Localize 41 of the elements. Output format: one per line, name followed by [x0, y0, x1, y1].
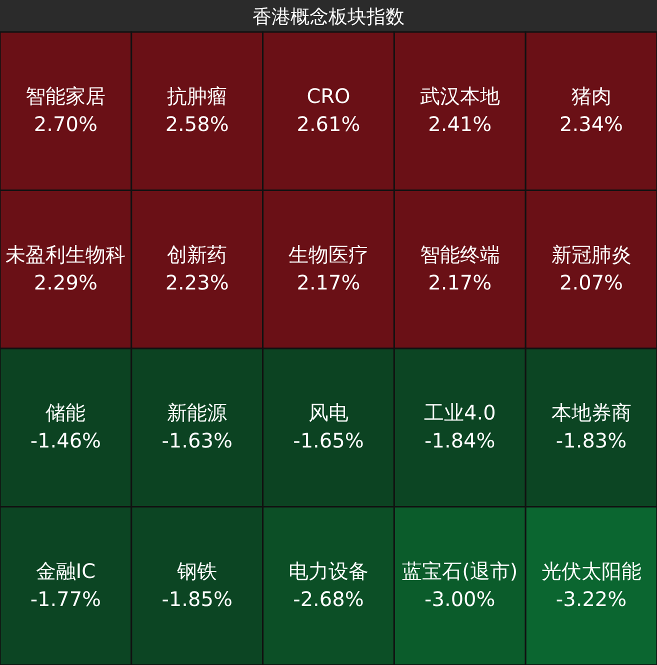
data-label: 2.23%	[165, 270, 229, 294]
data-label: 2.41%	[428, 112, 492, 136]
category-label: 光伏太阳能	[541, 558, 642, 583]
data-label: -3.00%	[424, 586, 496, 611]
data-label: 2.58%	[165, 112, 229, 136]
category-label: 工业4.0	[424, 400, 496, 425]
category-label: 风电	[308, 400, 348, 425]
data-label: 2.17%	[296, 270, 360, 294]
text: 香港概念板块指数	[252, 6, 404, 28]
category-label: 蓝宝石(退市)	[402, 558, 518, 583]
data-label: -1.65%	[293, 428, 364, 453]
data-label: -1.83%	[556, 428, 627, 453]
data-label: -1.63%	[162, 428, 232, 453]
category-label: 未盈利生物科	[6, 242, 126, 266]
category-label: 新冠肺炎	[551, 242, 632, 266]
data-label: -2.68%	[293, 586, 364, 611]
category-label: 武汉本地	[420, 84, 500, 108]
data-label: 2.29%	[34, 270, 98, 294]
data-label: -1.46%	[30, 428, 102, 453]
data-label: -3.22%	[556, 586, 627, 611]
data-label: -1.77%	[30, 586, 102, 611]
category-label: 抗肿瘤	[167, 84, 228, 108]
category-label: 本地券商	[551, 400, 632, 425]
data-label: -1.85%	[162, 586, 232, 611]
category-label: 新能源	[167, 400, 228, 425]
category-label: 电力设备	[288, 558, 368, 583]
data-label: 2.34%	[560, 112, 624, 136]
category-label: CRO	[306, 84, 350, 108]
data-label: 2.61%	[296, 112, 360, 136]
category-label: 智能终端	[420, 242, 500, 266]
category-label: 储能	[46, 400, 86, 425]
category-label: 钢铁	[176, 558, 218, 583]
category-label: 创新药	[167, 242, 228, 266]
data-label: 2.17%	[428, 270, 492, 294]
category-label: 金融IC	[36, 558, 96, 583]
data-label: 2.70%	[34, 112, 98, 136]
data-label: 2.07%	[560, 270, 624, 294]
data-label: -1.84%	[424, 428, 496, 453]
category-label: 猪肉	[571, 84, 612, 108]
category-label: 智能家居	[26, 84, 106, 108]
category-label: 生物医疗	[288, 242, 368, 266]
